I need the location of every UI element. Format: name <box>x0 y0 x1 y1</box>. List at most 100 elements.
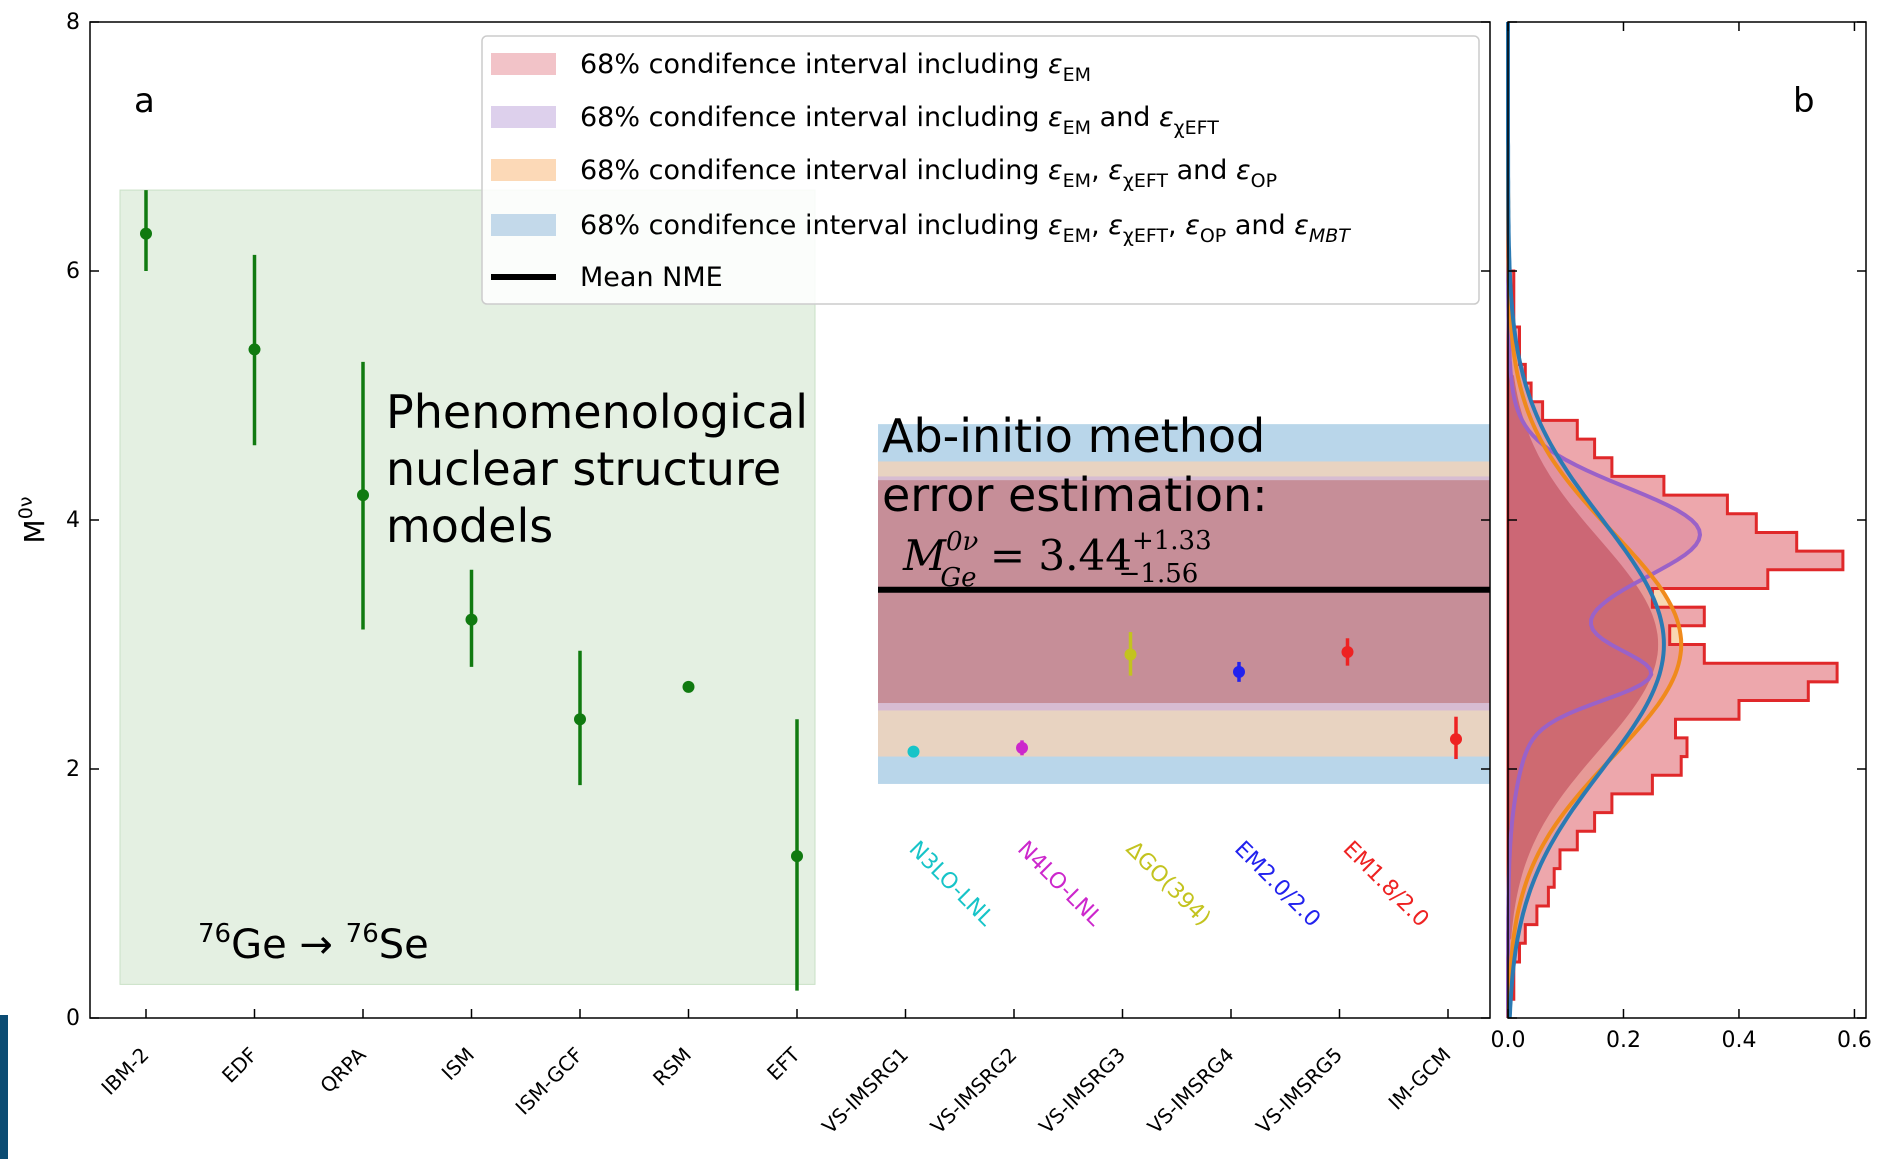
formula-sub: Ge <box>940 563 976 593</box>
legend-prefix: Mean NME <box>580 262 723 293</box>
formula-sup: 0ν <box>946 527 979 557</box>
interaction-label: N3LO-LNL <box>904 837 999 932</box>
legend-subscript: OP <box>1251 170 1277 192</box>
legend-connector: and <box>1091 102 1159 133</box>
legend-epsilon: ε <box>1108 210 1123 241</box>
legend-swatch <box>491 53 556 75</box>
x-tick-label: EFT <box>762 1042 805 1085</box>
x-tick-label: VS-IMSRG3 <box>1034 1043 1130 1139</box>
legend-epsilon: ε <box>1108 155 1123 186</box>
formula-plus: +1.33 <box>1132 526 1212 556</box>
x-tick-label: ISM-GCF <box>511 1043 588 1120</box>
y-tick-label: 8 <box>66 10 80 35</box>
reaction-mass-2: 76 <box>346 919 379 949</box>
panel-label-a: a <box>134 81 155 121</box>
data-point <box>791 850 803 863</box>
legend-subscript: OP <box>1200 225 1226 247</box>
legend-connector: , <box>1168 210 1185 241</box>
legend-connector: and <box>1168 155 1236 186</box>
reaction-mass-1: 76 <box>198 919 231 949</box>
legend-entry: 68% condifence interval including εEM​ a… <box>580 102 1219 139</box>
x-tick-label: 0.6 <box>1837 1028 1872 1053</box>
data-point <box>682 680 695 693</box>
y-axis-label-base: M <box>18 519 51 543</box>
y-tick-label: 4 <box>66 508 80 533</box>
legend-subscript: χEFT <box>1174 117 1220 139</box>
data-point <box>907 745 920 758</box>
data-point <box>1016 741 1028 754</box>
legend-epsilon: ε <box>1294 210 1309 241</box>
legend-epsilon: ε <box>1048 102 1063 133</box>
x-tick-label: VS-IMSRG2 <box>926 1043 1022 1139</box>
legend-subscript: MBT <box>1309 225 1351 247</box>
legend-subscript: χEFT <box>1123 170 1169 192</box>
reaction-element-2: Se <box>379 922 429 968</box>
y-axis-label: M0ν <box>15 497 51 544</box>
x-tick-label: IM-GCM <box>1384 1043 1456 1115</box>
data-point <box>574 713 586 726</box>
legend-epsilon: ε <box>1236 155 1251 186</box>
y-tick-label: 2 <box>66 757 80 782</box>
phenomenological-label-line: Phenomenological <box>386 385 808 439</box>
interaction-label: N4LO-LNL <box>1012 837 1107 932</box>
data-point <box>1124 648 1137 661</box>
phenomenological-label-line: nuclear structure <box>386 442 781 496</box>
ab-initio-label-line: error estimation: <box>882 468 1268 522</box>
data-point <box>357 489 369 502</box>
phenomenological-label-line: models <box>386 499 553 553</box>
legend-prefix: 68% condifence interval including <box>580 155 1048 186</box>
y-axis-label-sup: 0ν <box>15 497 37 520</box>
legend-subscript: EM <box>1063 117 1091 139</box>
formula-minus: −1.56 <box>1119 559 1199 589</box>
legend-prefix: 68% condifence interval including <box>580 210 1048 241</box>
x-tick-label: RSM <box>648 1043 696 1091</box>
data-point <box>465 613 478 626</box>
y-tick-label: 6 <box>66 259 80 284</box>
overlap-region <box>1508 370 1659 944</box>
legend-entry: 68% condifence interval including εEM​, … <box>580 210 1351 247</box>
legend: 68% condifence interval including εEM​68… <box>481 35 1480 305</box>
reaction-label: 76Ge → 76Se <box>198 919 429 968</box>
ab-initio-label-line: Ab-initio method <box>882 409 1265 463</box>
legend-epsilon: ε <box>1048 155 1063 186</box>
legend-entry: 68% condifence interval including εEM​, … <box>580 155 1277 192</box>
legend-swatch <box>491 214 556 236</box>
formula-base: M <box>902 531 947 580</box>
slide-edge-decoration <box>0 1015 8 1159</box>
x-tick-label: 0.2 <box>1606 1028 1641 1053</box>
legend-subscript: EM <box>1063 64 1091 86</box>
interaction-label: EM2.0/2.0 <box>1229 837 1325 933</box>
formula-value: = 3.44 <box>977 531 1132 580</box>
data-point <box>140 227 152 240</box>
nme-formula: M0ν Ge = 3.44+1.33 −1.56 <box>902 526 1212 593</box>
interaction-label: ΔGO(394) <box>1121 837 1215 931</box>
data-point <box>1233 665 1245 678</box>
panel-b: 0.0 0.2 0.4 0.6 b <box>1491 21 1872 1053</box>
data-point <box>1341 645 1354 658</box>
x-tick-label: 0.0 <box>1491 1028 1526 1053</box>
legend-box <box>481 35 1480 305</box>
legend-prefix: 68% condifence interval including <box>580 49 1048 80</box>
data-point <box>248 343 261 356</box>
x-tick-label: VS-IMSRG4 <box>1143 1043 1239 1139</box>
y-tick-label: 0 <box>66 1006 80 1031</box>
legend-swatch <box>491 159 556 181</box>
legend-connector: and <box>1226 210 1294 241</box>
x-tick-label: QRPA <box>315 1042 370 1097</box>
legend-prefix: 68% condifence interval including <box>580 102 1048 133</box>
legend-subscript: EM <box>1063 170 1091 192</box>
legend-epsilon: ε <box>1048 49 1063 80</box>
x-tick-label: VS-IMSRG1 <box>817 1043 913 1139</box>
legend-epsilon: ε <box>1048 210 1063 241</box>
x-tick-label: 0.4 <box>1721 1028 1756 1053</box>
reaction-element-1: Ge <box>231 922 287 968</box>
legend-entry: Mean NME <box>580 262 723 293</box>
legend-epsilon: ε <box>1185 210 1200 241</box>
legend-swatch <box>491 106 556 128</box>
interaction-label: EM1.8/2.0 <box>1338 837 1434 933</box>
legend-epsilon: ε <box>1159 102 1174 133</box>
legend-entry: 68% condifence interval including εEM​ <box>580 49 1091 86</box>
x-tick-label: IBM-2 <box>96 1043 153 1100</box>
